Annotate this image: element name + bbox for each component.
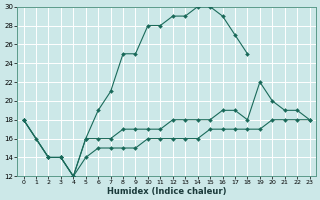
X-axis label: Humidex (Indice chaleur): Humidex (Indice chaleur) xyxy=(107,187,226,196)
